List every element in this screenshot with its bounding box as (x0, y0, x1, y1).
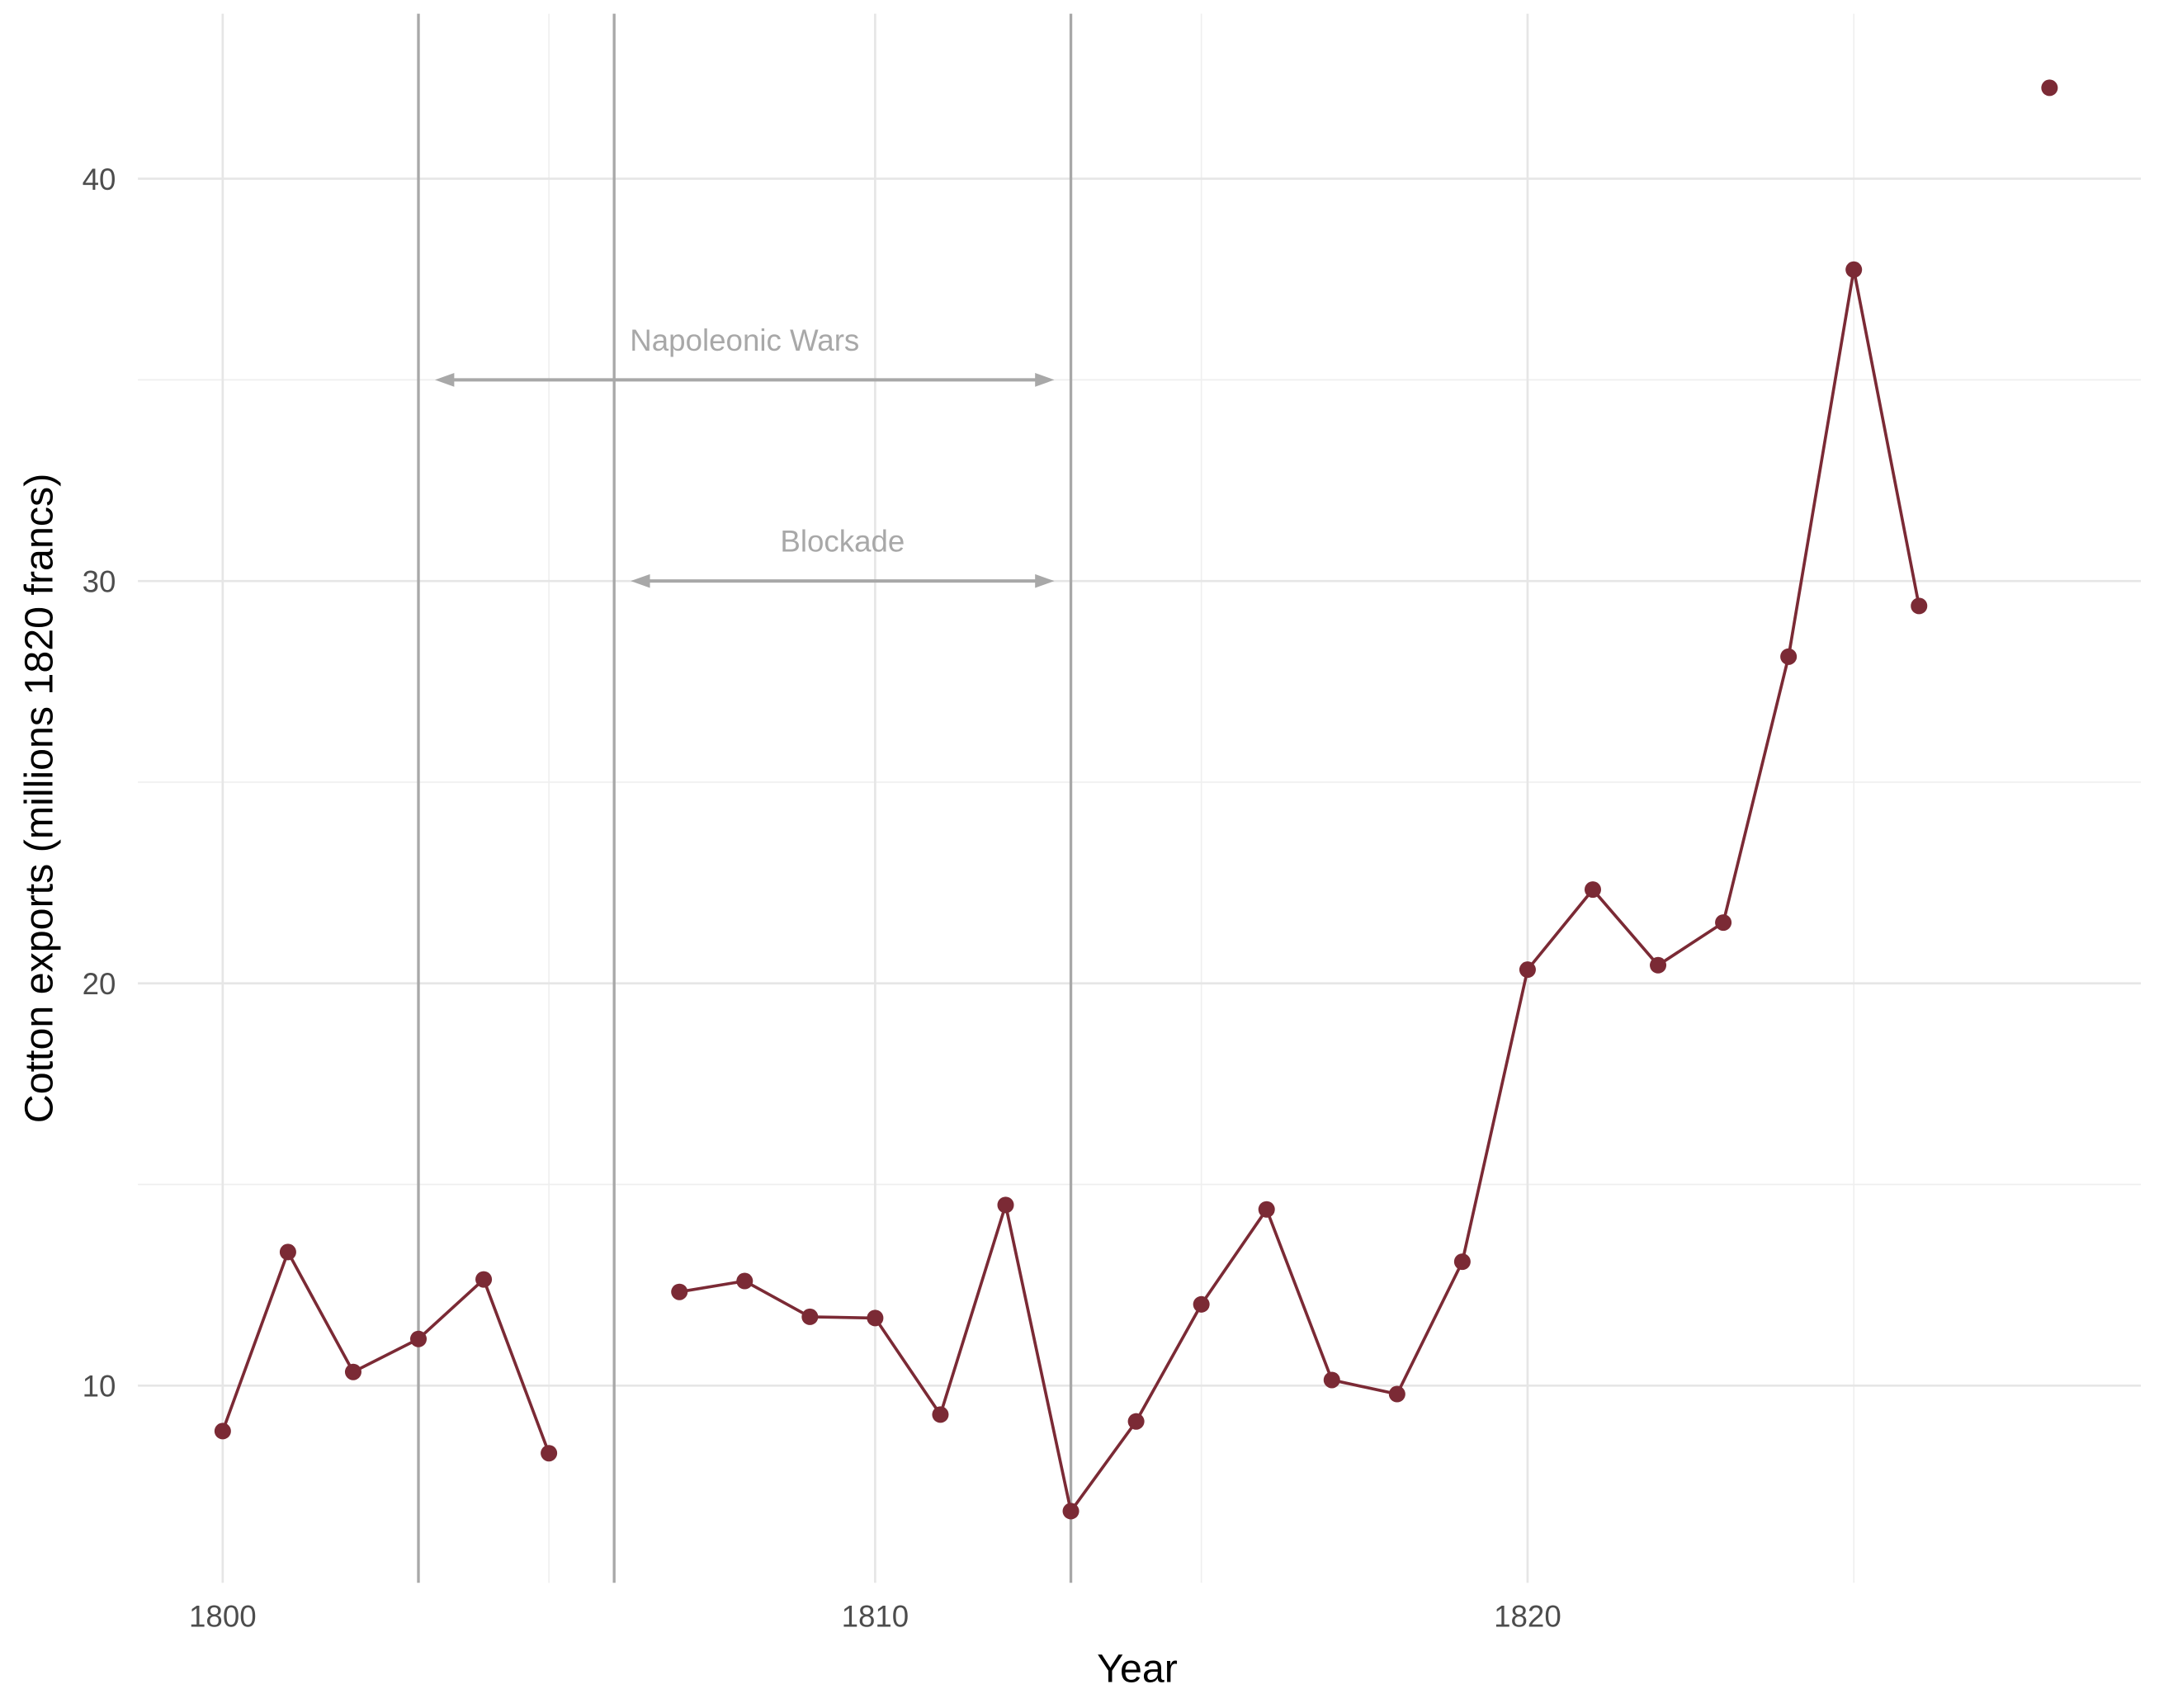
data-point (1650, 956, 1667, 974)
x-tick-label: 1820 (1494, 1600, 1561, 1634)
annotations: Napoleonic Wars Blockade (435, 323, 1055, 588)
x-tick-label: 1800 (189, 1600, 257, 1634)
series-line-segment (678, 269, 1921, 1515)
x-tick-label: 1810 (842, 1600, 909, 1634)
data-point (736, 1272, 754, 1290)
data-point (475, 1271, 493, 1288)
data-point (1780, 648, 1798, 665)
y-tick-label: 10 (83, 1370, 116, 1404)
data-point (1258, 1201, 1275, 1218)
data-point (1584, 881, 1601, 899)
data-point (410, 1330, 428, 1347)
data-point (671, 1283, 688, 1300)
data-point (214, 1423, 231, 1440)
y-tick-label: 20 (83, 967, 116, 1001)
data-point (801, 1308, 819, 1325)
data-point (932, 1406, 949, 1423)
data-point (1388, 1385, 1405, 1403)
data-point (1323, 1371, 1340, 1389)
data-point (541, 1445, 558, 1462)
data-point (867, 1309, 884, 1327)
data-point (1715, 914, 1732, 932)
data-point (1453, 1253, 1471, 1271)
series-line-segment (221, 1248, 550, 1454)
arrow-head-right-icon (1035, 373, 1055, 387)
data-point (1845, 261, 1863, 278)
data-point (279, 1243, 296, 1261)
x-axis-title: Year (1097, 1646, 1178, 1691)
event-lines (417, 13, 1073, 1583)
data-point (1519, 961, 1536, 979)
series (214, 79, 2058, 1520)
y-axis-title: Cotton exports (millions 1820 francs) (17, 474, 62, 1124)
arrow-head-right-icon (1035, 573, 1055, 588)
arrow-head-left-icon (435, 373, 455, 387)
data-point (997, 1196, 1014, 1214)
y-tick-label: 40 (83, 163, 116, 196)
arrow-head-left-icon (631, 573, 650, 588)
data-point (1127, 1413, 1145, 1430)
tick-labels: 1800 1810 1820 10 20 30 40 (83, 163, 1561, 1634)
data-point (344, 1363, 361, 1380)
data-point (1193, 1295, 1210, 1313)
data-point (2041, 79, 2058, 97)
y-tick-label: 30 (83, 565, 116, 599)
annotation-label: Blockade (780, 525, 905, 559)
annotation-label: Napoleonic Wars (630, 323, 859, 357)
grid (138, 13, 2142, 1583)
data-point (1911, 597, 1928, 615)
data-point (1062, 1503, 1080, 1520)
